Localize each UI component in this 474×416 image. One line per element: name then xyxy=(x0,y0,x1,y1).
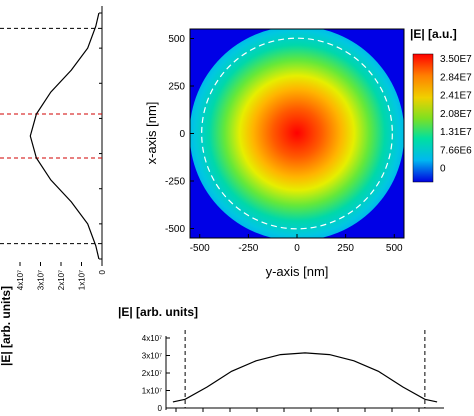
bottom-profile-tick-marks xyxy=(166,337,420,412)
left-profile-dashed-lines xyxy=(0,27,102,245)
left-profile-tick: 2x10⁷ xyxy=(57,270,66,290)
heatmap-x-tick: -500 xyxy=(190,243,210,254)
heatmap-y-tick: 0 xyxy=(179,129,185,140)
colorbar-label: 2.41E7 xyxy=(440,91,472,102)
colorbar-label: 2.08E7 xyxy=(440,109,472,120)
heatmap-y-axis-label: x-axis [nm] xyxy=(144,102,159,165)
colorbar-label: 7.66E6 xyxy=(440,145,472,156)
left-profile-tick-marks xyxy=(19,12,103,266)
bottom-profile-tick: 2x10⁷ xyxy=(142,369,162,378)
bottom-profile-tick: 3x10⁷ xyxy=(142,352,162,361)
bottom-profile-title: |E| [arb. units] xyxy=(118,305,198,319)
bottom-profile-tick: 1x10⁷ xyxy=(142,387,162,396)
heatmap-y-tick: 250 xyxy=(168,82,185,93)
heatmap-x-ticks: -500 -250 0 250 500 xyxy=(190,243,403,254)
heatmap-x-tick: -250 xyxy=(238,243,258,254)
bottom-profile-tick: 4x10⁷ xyxy=(142,334,162,343)
heatmap-x-tick: 0 xyxy=(294,243,300,254)
bottom-profile-curve xyxy=(172,352,438,403)
left-profile-curve xyxy=(29,12,100,260)
heatmap-y-ticks: 500 250 0 -250 -500 xyxy=(165,34,185,235)
colorbar-label: 1.31E7 xyxy=(440,127,472,138)
bottom-profile-ticks: 4x10⁷ 3x10⁷ 2x10⁷ 1x10⁷ 0 xyxy=(142,334,163,413)
heatmap-y-tick: -500 xyxy=(165,224,185,235)
bottom-profile-dashed-lines xyxy=(184,330,426,408)
colorbar-title: |E| [a.u.] xyxy=(410,27,457,41)
heatmap-y-tick: 500 xyxy=(168,34,185,45)
heatmap-panel: 500 250 0 -250 -500 -500 -250 0 250 500 … xyxy=(144,28,405,279)
left-profile-ticks: 4x10⁷ 3x10⁷ 2x10⁷ 1x10⁷ 0 xyxy=(16,269,107,290)
heatmap-x-axis-label: y-axis [nm] xyxy=(266,264,329,279)
heatmap-y-tick: -250 xyxy=(165,177,185,188)
left-profile-panel: 4x10⁷ 3x10⁷ 2x10⁷ 1x10⁷ 0 |E| [arb. unit… xyxy=(0,6,107,366)
left-profile-tick: 1x10⁷ xyxy=(78,270,87,290)
colorbar-label: 2.84E7 xyxy=(440,72,472,83)
colorbar-gradient xyxy=(412,53,434,183)
bottom-profile-tick: 0 xyxy=(158,404,163,413)
heatmap-x-tick: 500 xyxy=(386,243,403,254)
colorbar: |E| [a.u.] 3.50E7 2.84E7 2.41E7 2.08E7 1… xyxy=(410,27,472,183)
left-profile-tick: 3x10⁷ xyxy=(37,270,46,290)
heatmap-tick-marks xyxy=(190,38,395,238)
left-profile-axis-label: |E| [arb. units] xyxy=(0,286,13,366)
field-distribution xyxy=(190,29,404,238)
left-profile-tick: 0 xyxy=(98,269,107,274)
dashed-boundary-circle xyxy=(201,37,393,230)
colorbar-label: 0 xyxy=(440,164,446,175)
heatmap-x-tick: 250 xyxy=(337,243,354,254)
colorbar-label: 3.50E7 xyxy=(440,54,472,65)
bottom-profile-panel: |E| [arb. units] 4x10⁷ 3x10⁷ 2x10⁷ 1x10⁷… xyxy=(118,305,444,413)
left-profile-tick: 4x10⁷ xyxy=(16,270,25,290)
